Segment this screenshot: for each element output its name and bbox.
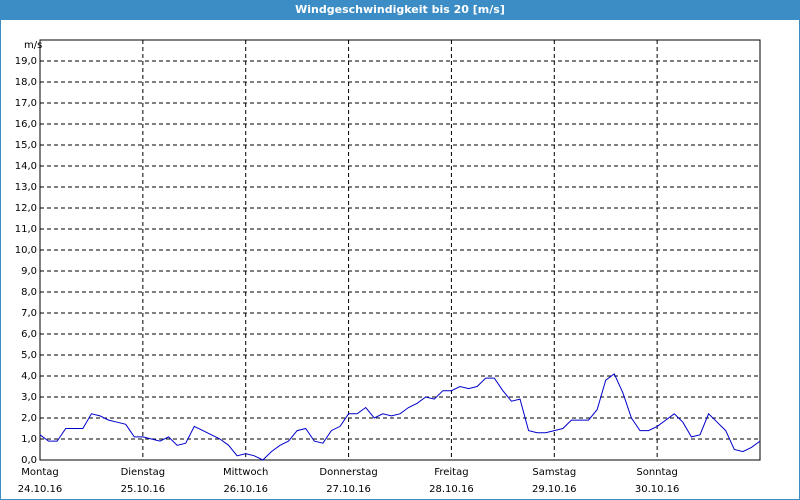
y-unit: m/s [24,40,42,51]
x-tick-date: 27.10.16 [326,484,371,495]
y-tick-label: 5,0 [21,350,37,361]
data-line [39,373,761,461]
x-tick-date: 30.10.16 [635,484,680,495]
y-tick-label: 3,0 [21,392,37,403]
y-tick-label: 13,0 [15,182,37,193]
y-tick-label: 9,0 [21,266,37,277]
x-tick-label: Dienstag [121,467,166,478]
y-tick-label: 17,0 [15,98,37,109]
plot: 0,0 1,0 2,0 3,0 4,0 5,0 6,0 7,0 8,0 9,0 10,0 11,0 12… [15,39,761,495]
title-bar [0,0,800,20]
x-tick-label: Sonntag [636,467,678,478]
y-tick-label: 18,0 [15,77,37,88]
x-tick-label: Mittwoch [223,467,268,478]
y-tick-label: 1,0 [21,434,37,445]
y-tick-label: 11,0 [15,224,37,235]
y-tick-label: 15,0 [15,140,37,151]
x-tick-label: Samstag [532,467,576,478]
x-tick-date: 29.10.16 [532,484,577,495]
x-tick-date: 28.10.16 [429,484,474,495]
y-tick-label: 4,0 [21,371,37,382]
x-tick-date: 25.10.16 [121,484,166,495]
chart-title: Windgeschwindigkeit bis 20 [m/s] [295,3,505,16]
y-tick-label: 19,0 [15,56,37,67]
y-tick-label: 7,0 [21,308,37,319]
y-tick-label: 12,0 [15,203,37,214]
y-tick-label: 14,0 [15,161,37,172]
x-tick-date: 24.10.16 [18,484,63,495]
y-tick-label: 0,0 [21,455,37,466]
plot-border [39,39,761,461]
y-tick-label: 2,0 [21,413,37,424]
x-tick-label: Donnerstag [319,467,377,478]
y-tick-label: 6,0 [21,329,37,340]
x-tick-label: Freitag [434,467,468,478]
y-tick-label: 16,0 [15,119,37,130]
y-tick-label: 8,0 [21,287,37,298]
x-tick-label: Montag [21,467,58,478]
x-tick-date: 26.10.16 [223,484,268,495]
y-tick-label: 10,0 [15,245,37,256]
